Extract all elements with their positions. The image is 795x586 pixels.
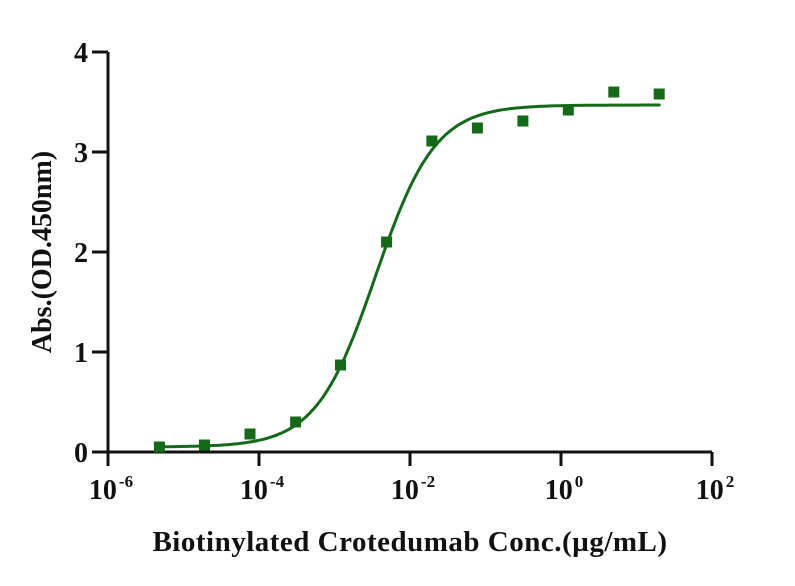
fit-curve — [157, 103, 661, 449]
data-point — [335, 359, 346, 371]
data-point — [562, 104, 574, 116]
x-tick-label: 10 2 — [696, 472, 735, 506]
x-tick-label: 10 -6 — [89, 472, 133, 506]
x-axis-title: Biotinylated Crotedumab Conc.(µg/mL) — [152, 526, 668, 558]
y-tick-label: 2 — [74, 238, 88, 269]
data-point — [653, 88, 665, 100]
x-tick-label: 10 -4 — [240, 472, 285, 506]
data-point — [471, 122, 483, 134]
x-tick-label: 10 -2 — [391, 472, 435, 506]
data-point — [153, 441, 165, 453]
y-tick-label: 0 — [74, 438, 88, 469]
y-tick-label: 1 — [74, 338, 88, 369]
y-tick-label: 3 — [74, 138, 88, 169]
data-point — [517, 115, 529, 127]
data-point — [290, 416, 302, 428]
data-point — [608, 86, 620, 98]
y-axis-title: Abs.(OD.450nm) — [27, 150, 58, 354]
data-point — [426, 135, 438, 147]
data-point — [244, 428, 256, 440]
data-point — [199, 439, 210, 451]
data-point — [381, 236, 393, 248]
x-tick-label: 10 0 — [545, 472, 584, 506]
y-tick-label: 4 — [74, 38, 88, 69]
